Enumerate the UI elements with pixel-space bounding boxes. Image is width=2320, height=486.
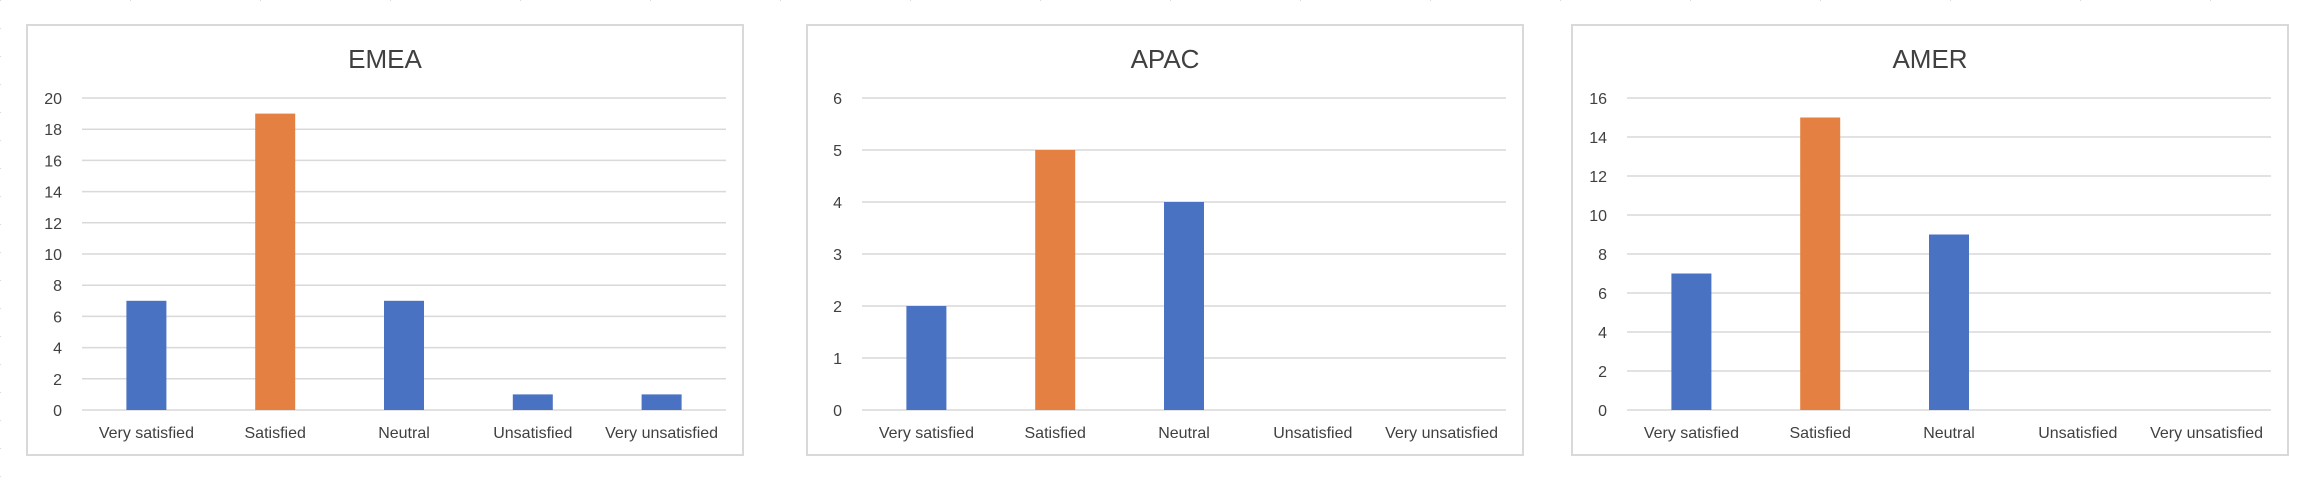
y-tick-label: 6 <box>53 309 62 326</box>
y-tick-label: 14 <box>1589 130 1607 147</box>
y-tick-label: 8 <box>53 278 62 295</box>
y-tick-label: 3 <box>833 247 842 264</box>
chart-apac[interactable]: APAC 0 1 2 3 4 5 6 Very satisfied Satisfied Neutr… <box>806 24 1524 456</box>
y-tick-label: 12 <box>44 216 62 233</box>
y-tick-label: 20 <box>44 91 62 108</box>
y-tick-label: 10 <box>44 247 62 264</box>
x-tick-label: Very satisfied <box>99 425 194 442</box>
y-tick-label: 16 <box>44 153 62 170</box>
x-tick-label: Unsatisfied <box>1273 425 1352 442</box>
bar[interactable] <box>1800 117 1841 411</box>
bar[interactable] <box>1671 273 1712 411</box>
bar-chart-amer: 0 2 4 6 8 10 12 14 16 Very satisfied Satisfied Neut… <box>1589 91 2271 442</box>
x-tick-label: Satisfied <box>1790 425 1851 442</box>
y-tick-label: 2 <box>1598 364 1607 381</box>
x-tick-label: Neutral <box>1923 425 1975 442</box>
x-tick-label: Very satisfied <box>1644 425 1739 442</box>
x-tick-label: Unsatisfied <box>2038 425 2117 442</box>
x-tick-label: Very unsatisfied <box>2150 425 2263 442</box>
bar[interactable] <box>906 306 947 410</box>
y-tick-label: 0 <box>53 403 62 420</box>
bar[interactable] <box>384 300 424 410</box>
y-tick-label: 0 <box>1598 403 1607 420</box>
y-tick-label: 1 <box>833 351 842 368</box>
x-tick-label: Unsatisfied <box>493 425 572 442</box>
y-tick-label: 12 <box>1589 169 1607 186</box>
y-tick-label: 8 <box>1598 247 1607 264</box>
x-tick-label: Satisfied <box>245 425 306 442</box>
y-tick-label: 2 <box>833 299 842 316</box>
bar[interactable] <box>1035 150 1076 410</box>
x-tick-label: Neutral <box>378 425 430 442</box>
y-tick-label: 6 <box>1598 286 1607 303</box>
bar[interactable] <box>1929 234 1969 411</box>
y-tick-label: 4 <box>833 195 842 212</box>
x-tick-label: Very satisfied <box>879 425 974 442</box>
bar-chart-emea: 0 2 4 6 8 10 12 14 16 18 20 Very satisfied Satisfied… <box>44 91 726 442</box>
y-tick-label: 18 <box>44 122 62 139</box>
bar[interactable] <box>126 300 167 410</box>
y-tick-label: 4 <box>53 341 62 358</box>
x-tick-label: Very unsatisfied <box>1385 425 1498 442</box>
chart-emea[interactable]: EMEA 0 2 4 6 8 10 12 14 16 18 20 Very satisfied Sati… <box>26 24 744 456</box>
y-tick-label: 4 <box>1598 325 1607 342</box>
y-tick-label: 16 <box>1589 91 1607 108</box>
chart-title: APAC <box>1130 44 1200 74</box>
x-tick-label: Satisfied <box>1025 425 1086 442</box>
x-tick-label: Neutral <box>1158 425 1210 442</box>
bar-chart-apac: 0 1 2 3 4 5 6 Very satisfied Satisfied Neutral Uns… <box>833 91 1506 442</box>
chart-amer[interactable]: AMER 0 2 4 6 8 10 12 14 16 Very satisfied Satisfie… <box>1571 24 2289 456</box>
y-tick-label: 6 <box>833 91 842 108</box>
y-tick-label: 14 <box>44 185 62 202</box>
y-tick-label: 2 <box>53 372 62 389</box>
bar[interactable] <box>1164 202 1204 410</box>
chart-title: EMEA <box>348 44 422 74</box>
bar[interactable] <box>641 394 682 410</box>
y-tick-label: 5 <box>833 143 842 160</box>
bar[interactable] <box>512 394 553 410</box>
chart-title: AMER <box>1892 44 1968 74</box>
x-tick-label: Very unsatisfied <box>605 425 718 442</box>
bar[interactable] <box>255 113 296 410</box>
y-tick-label: 0 <box>833 403 842 420</box>
y-tick-label: 10 <box>1589 208 1607 225</box>
